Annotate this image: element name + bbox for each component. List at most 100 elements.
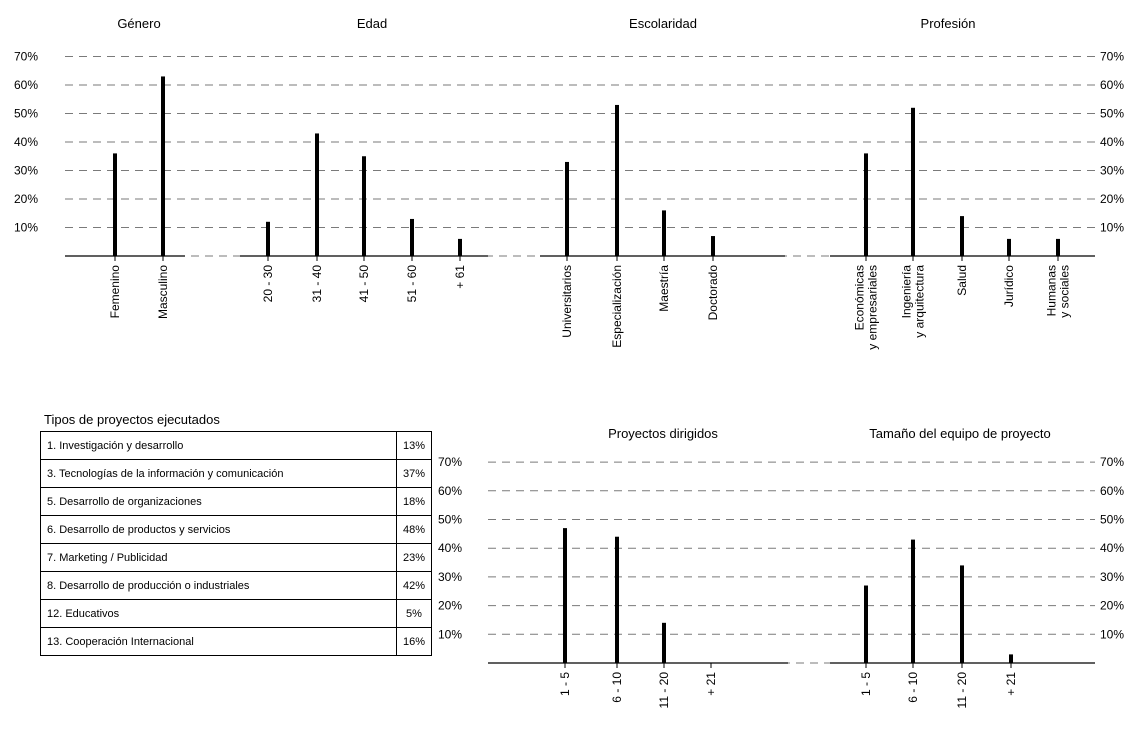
- bar: [864, 586, 868, 663]
- bar: [315, 133, 319, 256]
- project-type-label: 1. Investigación y desarrollo: [41, 432, 397, 460]
- y-tick-label: 40%: [438, 541, 462, 555]
- chart-title: Profesión: [921, 16, 976, 31]
- y-tick-label: 60%: [1100, 484, 1124, 498]
- project-type-label: 6. Desarrollo de productos y servicios: [41, 516, 397, 544]
- bar: [864, 153, 868, 256]
- chart-title: Escolaridad: [629, 16, 697, 31]
- category-label: 1 - 5: [558, 672, 572, 696]
- bar: [266, 222, 270, 256]
- category-label: Femenino: [108, 265, 122, 319]
- project-type-value: 37%: [397, 460, 432, 488]
- bar: [563, 528, 567, 663]
- bar: [911, 108, 915, 256]
- table-row: 5. Desarrollo de organizaciones 18%: [41, 488, 432, 516]
- y-tick-label: 50%: [438, 513, 462, 527]
- category-label: 6 - 10: [906, 672, 920, 703]
- projects-table-title: Tipos de proyectos ejecutados: [44, 412, 432, 427]
- y-tick-label: 50%: [14, 107, 38, 121]
- y-tick-label: 30%: [14, 164, 38, 178]
- y-tick-label: 40%: [1100, 135, 1124, 149]
- category-label: + 61: [453, 265, 467, 289]
- y-tick-label: 50%: [1100, 107, 1124, 121]
- category-label: 41 - 50: [357, 265, 371, 303]
- bar: [113, 153, 117, 256]
- bar: [1009, 654, 1013, 663]
- bar: [960, 216, 964, 256]
- y-tick-label: 70%: [1100, 50, 1124, 64]
- y-tick-label: 30%: [1100, 164, 1124, 178]
- project-type-label: 5. Desarrollo de organizaciones: [41, 488, 397, 516]
- chart-title: Tamaño del equipo de proyecto: [869, 426, 1050, 441]
- table-row: 7. Marketing / Publicidad 23%: [41, 544, 432, 572]
- bar: [615, 537, 619, 663]
- y-tick-label: 20%: [1100, 599, 1124, 613]
- y-tick-label: 20%: [438, 599, 462, 613]
- bar: [662, 623, 666, 663]
- category-label: 51 - 60: [405, 265, 419, 303]
- project-type-label: 7. Marketing / Publicidad: [41, 544, 397, 572]
- y-tick-label: 10%: [1100, 627, 1124, 641]
- category-label: + 21: [704, 672, 718, 696]
- category-label: Maestría: [657, 265, 671, 312]
- table-row: 13. Cooperación Internacional 16%: [41, 628, 432, 656]
- project-type-value: 13%: [397, 432, 432, 460]
- y-tick-label: 40%: [1100, 541, 1124, 555]
- category-label: Ingeniería: [900, 265, 914, 319]
- category-label: Jurídico: [1002, 265, 1016, 307]
- y-tick-label: 30%: [438, 570, 462, 584]
- y-tick-label: 10%: [1100, 221, 1124, 235]
- y-tick-label: 30%: [1100, 570, 1124, 584]
- bar: [1056, 239, 1060, 256]
- y-tick-label: 60%: [14, 78, 38, 92]
- category-label: y empresariales: [866, 265, 880, 350]
- table-row: 8. Desarrollo de producción o industrial…: [41, 572, 432, 600]
- y-tick-label: 10%: [14, 221, 38, 235]
- project-type-value: 18%: [397, 488, 432, 516]
- category-label: 20 - 30: [261, 265, 275, 303]
- category-label: Económicas: [853, 265, 867, 330]
- y-tick-label: 50%: [1100, 513, 1124, 527]
- y-tick-label: 20%: [1100, 192, 1124, 206]
- bar: [410, 219, 414, 256]
- category-label: 31 - 40: [310, 265, 324, 303]
- category-label: y arquitectura: [913, 265, 927, 338]
- project-type-value: 23%: [397, 544, 432, 572]
- chart-title: Proyectos dirigidos: [608, 426, 718, 441]
- projects-table: 1. Investigación y desarrollo 13% 3. Tecn…: [40, 431, 432, 656]
- y-tick-label: 10%: [438, 627, 462, 641]
- category-label: 11 - 20: [657, 672, 671, 709]
- bar: [615, 105, 619, 256]
- bar: [960, 565, 964, 663]
- table-row: 1. Investigación y desarrollo 13%: [41, 432, 432, 460]
- category-label: 1 - 5: [859, 672, 873, 696]
- y-tick-label: 70%: [1100, 455, 1124, 469]
- y-tick-label: 20%: [14, 192, 38, 206]
- chart-title: Edad: [357, 16, 387, 31]
- category-label: 11 - 20: [955, 672, 969, 709]
- project-type-value: 5%: [397, 600, 432, 628]
- table-row: 12. Educativos 5%: [41, 600, 432, 628]
- project-type-label: 12. Educativos: [41, 600, 397, 628]
- category-label: Doctorado: [706, 265, 720, 321]
- category-label: Universitarios: [560, 265, 574, 338]
- bar: [711, 236, 715, 256]
- top-chart-panel: 10% 20% 30% 40% 50% 60% 70% 10% 20% 30% 40% 50% 60% 7…: [14, 16, 1124, 350]
- y-tick-label: 60%: [1100, 78, 1124, 92]
- projects-table-panel: Tipos de proyectos ejecutados 1. Investi…: [40, 412, 432, 656]
- y-tick-label: 60%: [438, 484, 462, 498]
- bar: [911, 540, 915, 663]
- project-type-value: 48%: [397, 516, 432, 544]
- bar: [565, 162, 569, 256]
- y-tick-label: 40%: [14, 135, 38, 149]
- bar: [362, 156, 366, 256]
- category-label: Salud: [955, 265, 969, 296]
- bar: [458, 239, 462, 256]
- category-label: y sociales: [1058, 265, 1072, 318]
- y-tick-label: 70%: [14, 50, 38, 64]
- category-label: Especialización: [610, 265, 624, 348]
- category-label: + 21: [1004, 672, 1018, 696]
- category-label: Humanas: [1045, 265, 1059, 316]
- table-row: 3. Tecnologías de la información y comun…: [41, 460, 432, 488]
- bar: [662, 210, 666, 256]
